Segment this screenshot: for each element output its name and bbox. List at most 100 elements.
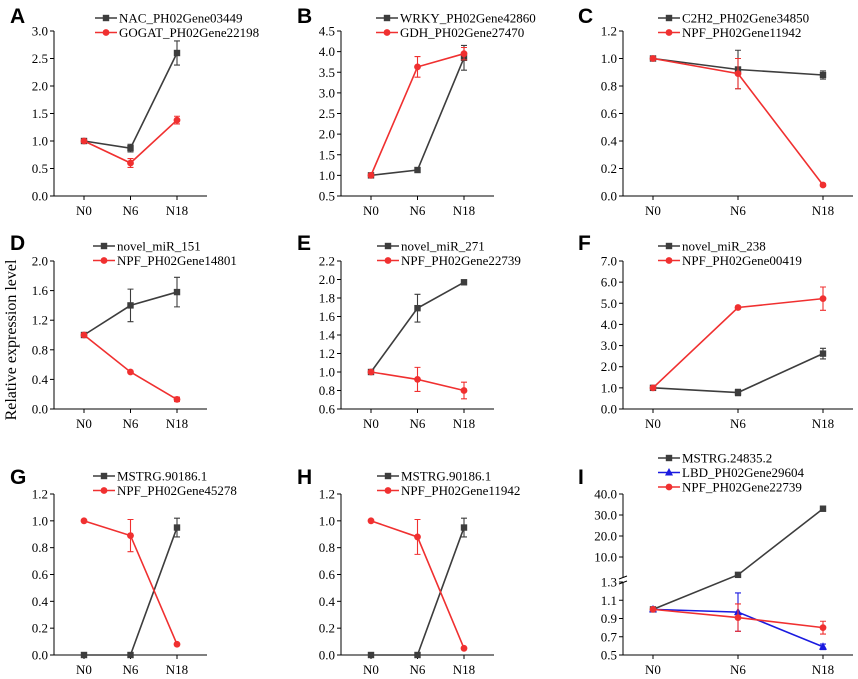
series-2 xyxy=(649,286,827,392)
axes: 0.0 0.4 0.8 1.2 1.6 2.0 N0 N6 N18 xyxy=(32,254,207,431)
x-tick-label: N6 xyxy=(410,416,426,431)
y-tick-label: 1.0 xyxy=(601,380,617,395)
legend-label: NPF_PH02Gene11942 xyxy=(682,25,801,40)
chart-panel-f: 0.0 1.0 2.0 3.0 4.0 5.0 6.0 7.0 N0 N6 N18 novel_miR… xyxy=(578,232,853,431)
legend-label: NPF_PH02Gene14801 xyxy=(117,253,237,268)
y-tick-label: 1.0 xyxy=(601,51,617,66)
y-tick-label: 0.0 xyxy=(32,189,48,204)
y-tick-label: 3.0 xyxy=(32,24,48,39)
series-1 xyxy=(80,40,181,153)
data-point xyxy=(127,144,134,152)
data-point xyxy=(80,651,88,659)
y-tick-label: 0.6 xyxy=(32,567,49,582)
data-point xyxy=(460,387,468,394)
data-point xyxy=(127,159,134,167)
panel-label: D xyxy=(10,232,25,255)
chart-panel-i: 0.5 0.7 0.9 1.1 1.3 10.0 20.0 30.0 40.0 N0 N6 N18 MS… xyxy=(578,451,853,677)
data-point xyxy=(173,395,181,403)
y-tick-label: 3.0 xyxy=(601,338,617,353)
legend-label: NPF_PH02Gene22739 xyxy=(401,253,521,268)
y-tick-label: 0.4 xyxy=(32,594,49,609)
data-point xyxy=(734,389,742,396)
panel-label: G xyxy=(10,466,26,489)
legend-marker xyxy=(665,257,673,264)
y-tick-label: 0.4 xyxy=(319,594,336,609)
data-point xyxy=(80,137,88,145)
x-tick-label: N0 xyxy=(363,662,379,677)
x-tick-label: N0 xyxy=(76,662,92,677)
x-tick-label: N0 xyxy=(645,203,661,218)
y-tick-label: 4.0 xyxy=(601,317,617,332)
legend-marker xyxy=(665,29,673,36)
panel-label: A xyxy=(10,5,25,28)
series-line xyxy=(83,334,178,401)
legend-label: MSTRG.90186.1 xyxy=(117,469,207,484)
y-tick-label: 0.5 xyxy=(319,189,335,204)
series-2 xyxy=(649,55,827,189)
legend-label: MSTRG.90186.1 xyxy=(401,469,491,484)
legend-marker xyxy=(100,242,108,250)
legend-marker xyxy=(100,487,108,494)
x-tick-label: N6 xyxy=(730,416,746,431)
legend-label: NPF_PH02Gene11942 xyxy=(401,483,520,498)
data-point xyxy=(734,571,742,579)
data-point xyxy=(649,384,657,392)
x-tick-label: N18 xyxy=(453,662,475,677)
chart-panel-b: 0.5 1.0 1.5 2.0 2.5 3.0 3.5 4.0 4.5 N0 N6 N18 WRKY_P… xyxy=(297,5,536,218)
y-tick-label: 2.5 xyxy=(319,106,335,121)
axis-break-mark xyxy=(618,575,628,585)
y-tick-label: 1.3 xyxy=(601,575,617,590)
y-tick-label: 0.4 xyxy=(32,372,49,387)
legend-marker xyxy=(384,242,392,250)
data-point xyxy=(460,644,468,652)
legend-marker xyxy=(102,14,110,22)
legend-marker xyxy=(383,29,391,36)
y-tick-label: 1.2 xyxy=(32,313,48,328)
y-tick-label: 1.6 xyxy=(32,283,49,298)
y-tick-label: 1.6 xyxy=(319,309,336,324)
series-2 xyxy=(80,517,181,648)
y-tick-label: 1.5 xyxy=(319,147,335,162)
series-line xyxy=(652,297,824,389)
x-tick-label: N0 xyxy=(645,662,661,677)
series-1 xyxy=(367,517,468,659)
x-tick-label: N6 xyxy=(123,416,139,431)
legend-marker xyxy=(383,14,391,22)
y-tick-label: 20.0 xyxy=(594,529,617,544)
panel-label: C xyxy=(578,5,593,28)
y-tick-label: 30.0 xyxy=(594,508,617,523)
y-tick-label: 1.0 xyxy=(319,365,335,380)
legend-label: MSTRG.24835.2 xyxy=(682,451,772,466)
legend-marker xyxy=(100,257,108,264)
data-point xyxy=(819,181,827,189)
y-tick-label: 2.0 xyxy=(32,254,48,269)
legend-label: GDH_PH02Gene27470 xyxy=(400,25,524,40)
y-axis-label: Relative expression level xyxy=(3,259,20,420)
legend-label: novel_miR_238 xyxy=(682,239,766,254)
y-tick-label: 0.0 xyxy=(601,189,617,204)
x-tick-label: N18 xyxy=(453,416,475,431)
data-point xyxy=(173,524,181,531)
data-point xyxy=(460,50,468,58)
y-tick-label: 1.0 xyxy=(319,168,335,183)
y-tick-label: 1.1 xyxy=(601,593,617,608)
x-tick-label: N6 xyxy=(410,662,426,677)
data-point xyxy=(460,524,468,531)
series-2 xyxy=(80,331,181,403)
data-point xyxy=(734,304,742,311)
x-tick-label: N18 xyxy=(166,416,188,431)
y-tick-label: 0.6 xyxy=(319,402,336,417)
y-tick-label: 2.5 xyxy=(32,51,48,66)
y-tick-label: 1.8 xyxy=(319,291,335,306)
data-point xyxy=(127,368,134,376)
x-tick-label: N6 xyxy=(730,662,746,677)
series-1 xyxy=(80,276,181,339)
data-point xyxy=(367,517,375,525)
data-point xyxy=(819,642,827,650)
y-tick-label: 3.5 xyxy=(319,65,335,80)
y-tick-label: 0.6 xyxy=(601,106,618,121)
